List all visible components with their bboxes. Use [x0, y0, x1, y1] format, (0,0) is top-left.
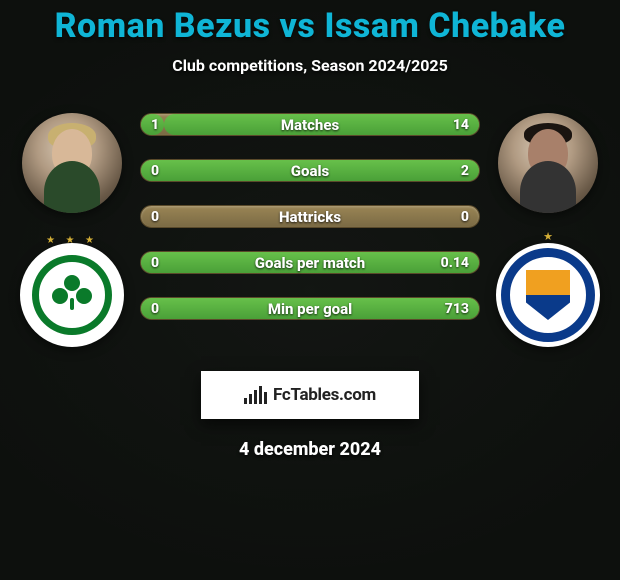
club-left-badge: ★ ★ ★	[20, 243, 124, 347]
club-stars-icon: ★ ★ ★	[26, 235, 118, 246]
stat-left-value: 0	[151, 301, 159, 317]
subtitle: Club competitions, Season 2024/2025	[0, 56, 620, 75]
right-column: ★	[498, 113, 598, 347]
stat-left-value: 0	[151, 163, 159, 179]
comparison-card: Roman Bezus vs Issam Chebake Club compet…	[0, 0, 620, 460]
stat-left-value: 0	[151, 209, 159, 225]
brand-card: FcTables.com	[201, 371, 419, 419]
player-right-avatar	[498, 113, 598, 213]
stat-right-value: 0	[461, 209, 469, 225]
main-row: ★ ★ ★ 1 Matches 14 0 Goals 2 0 Hattricks 0 0 Goals…	[0, 113, 620, 347]
stat-bar: 0 Goals 2	[140, 159, 480, 182]
shield-icon	[526, 270, 570, 320]
stat-right-value: 2	[461, 163, 469, 179]
club-star-icon: ★	[496, 230, 600, 243]
stat-right-value: 0.14	[441, 255, 469, 271]
stat-bar: 0 Goals per match 0.14	[140, 251, 480, 274]
stat-left-value: 1	[151, 117, 159, 133]
stat-label: Hattricks	[279, 208, 341, 226]
stat-left-value: 0	[151, 255, 159, 271]
stat-label: Matches	[281, 116, 339, 134]
stat-right-value: 713	[445, 301, 469, 317]
stat-bar: 1 Matches 14	[140, 113, 480, 136]
page-title: Roman Bezus vs Issam Chebake	[0, 6, 620, 46]
stat-right-value: 14	[453, 117, 469, 133]
date-text: 4 december 2024	[239, 439, 381, 460]
brand-text: FcTables.com	[273, 385, 376, 405]
footer: FcTables.com 4 december 2024	[0, 371, 620, 460]
stat-label: Min per goal	[268, 300, 352, 318]
club-right-badge: ★	[496, 243, 600, 347]
stat-bar: 0 Hattricks 0	[140, 205, 480, 228]
stats-column: 1 Matches 14 0 Goals 2 0 Hattricks 0 0 Goals per m…	[140, 113, 480, 320]
stat-label: Goals	[291, 162, 329, 180]
stat-label: Goals per match	[255, 254, 365, 272]
player-left-avatar	[22, 113, 122, 213]
left-column: ★ ★ ★	[22, 113, 122, 347]
shamrock-icon	[55, 278, 89, 312]
stat-bar: 0 Min per goal 713	[140, 297, 480, 320]
bars-icon	[244, 386, 267, 404]
